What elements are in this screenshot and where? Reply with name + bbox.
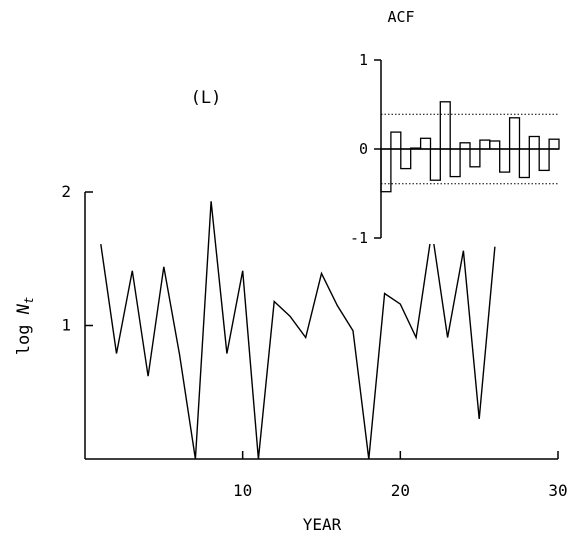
acf-bar — [518, 148, 530, 179]
x-tick-label: 10 — [233, 481, 252, 500]
acf-bar — [528, 135, 540, 150]
acf-bar — [400, 148, 412, 170]
acf-bar — [469, 148, 481, 168]
acf-bar — [548, 138, 560, 150]
acf-bar — [538, 148, 550, 172]
y-axis-label-subscript: t — [22, 297, 36, 304]
acf-bar — [449, 148, 461, 178]
acf-bars — [380, 101, 560, 193]
acf-background — [370, 52, 565, 244]
acf-inset: ACF 1 0 -1 — [350, 8, 565, 247]
y-axis-label-prefix: log — [14, 325, 34, 356]
y-axis-label: log Nt — [14, 297, 36, 355]
acf-bar — [489, 140, 501, 150]
acf-bar — [410, 147, 422, 150]
acf-bar — [459, 142, 471, 150]
x-axis-label: YEAR — [303, 515, 342, 534]
acf-bar — [380, 148, 392, 193]
y-ticks: 12 — [61, 182, 93, 335]
acf-y-tick-label: 1 — [359, 51, 368, 69]
acf-y-ticks: 1 0 -1 — [350, 51, 381, 247]
acf-bar — [429, 148, 441, 181]
acf-y-tick-label: 0 — [359, 140, 368, 158]
acf-bar — [499, 148, 511, 173]
acf-y-tick-label: -1 — [350, 229, 368, 247]
panel-label: (L) — [191, 88, 222, 108]
x-tick-label: 20 — [391, 481, 410, 500]
main-plot: 12 10 20 30 (L) YEAR log Nt — [14, 88, 568, 534]
y-tick-label: 1 — [61, 316, 71, 335]
y-tick-label: 2 — [61, 182, 71, 201]
acf-bar — [439, 101, 451, 150]
acf-bar — [390, 131, 402, 150]
acf-bar — [508, 117, 521, 150]
log-n-series-line — [100, 201, 496, 460]
y-axis-label-variable: N — [14, 303, 34, 315]
acf-title: ACF — [387, 8, 414, 26]
acf-bar — [419, 137, 432, 150]
x-ticks: 10 20 30 — [233, 451, 568, 500]
x-tick-label: 30 — [548, 481, 567, 500]
